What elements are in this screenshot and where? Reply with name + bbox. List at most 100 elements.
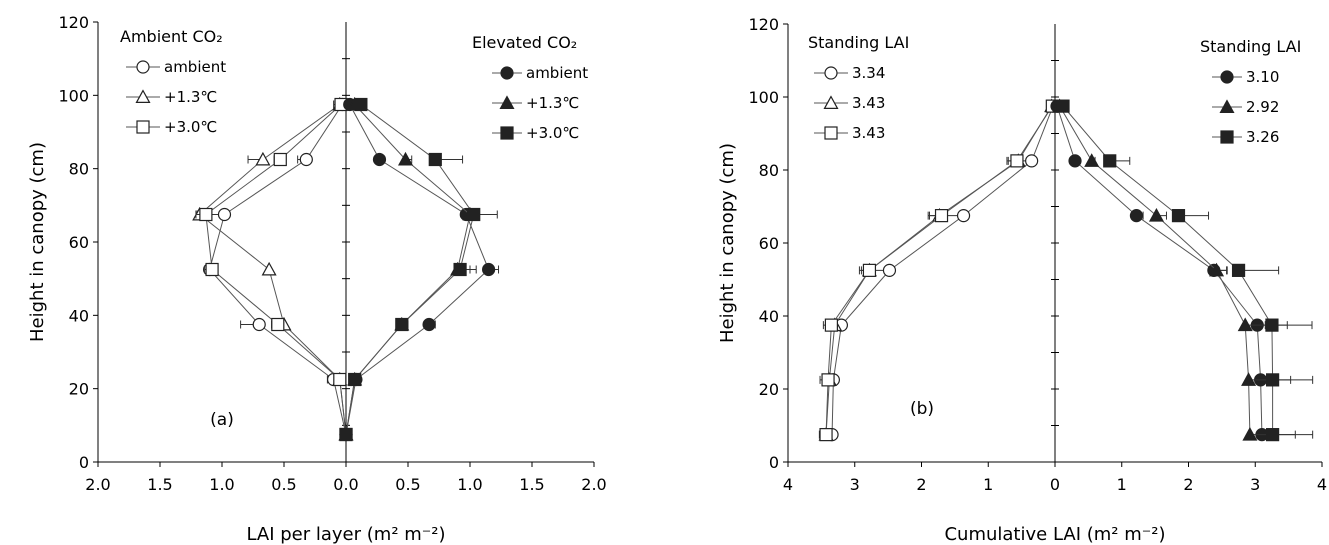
data-point xyxy=(1010,154,1024,168)
x-tick-label: 4 xyxy=(783,475,793,494)
series-Ambient CO₂-circle xyxy=(196,97,353,442)
y-tick-label: 20 xyxy=(759,380,779,399)
y-tick-label: 60 xyxy=(759,234,779,253)
legend-entry: +3.0℃ xyxy=(164,118,217,136)
data-point xyxy=(333,372,347,387)
data-point xyxy=(1265,318,1279,332)
y-axis-label: Height in canopy (cm) xyxy=(717,143,738,343)
series-left-triangle xyxy=(818,98,1060,441)
legend-title: Ambient CO₂ xyxy=(120,27,223,46)
x-tick-label: 0.5 xyxy=(271,475,296,494)
data-point xyxy=(273,152,287,167)
data-point xyxy=(453,262,467,277)
legend-marker xyxy=(136,60,150,74)
data-point xyxy=(255,151,271,166)
data-point xyxy=(882,263,897,277)
y-tick-label: 80 xyxy=(759,161,779,180)
data-point xyxy=(398,151,414,166)
y-tick-label: 100 xyxy=(748,88,779,107)
data-point xyxy=(205,262,219,277)
legend-entry: 3.43 xyxy=(852,94,885,112)
legend-entry: +1.3℃ xyxy=(164,88,217,106)
panel-label: (a) xyxy=(210,410,234,430)
legend-right: Elevated CO₂ ambient +1.3℃ +3.0℃ xyxy=(472,33,588,142)
y-tick-label: 20 xyxy=(69,380,89,399)
data-point xyxy=(299,152,313,167)
data-point xyxy=(372,152,387,167)
data-point xyxy=(934,209,949,223)
data-point xyxy=(1266,428,1280,442)
data-point xyxy=(821,373,835,387)
x-tick-label: 1 xyxy=(1117,475,1127,494)
data-point xyxy=(482,262,496,277)
legend-marker xyxy=(500,66,514,80)
data-point xyxy=(422,317,436,332)
series-Ambient CO₂-square xyxy=(195,97,353,442)
data-point xyxy=(1171,209,1186,223)
legend-title: Standing LAI xyxy=(1200,37,1301,56)
data-point xyxy=(1103,154,1117,168)
data-point xyxy=(819,428,833,442)
data-point xyxy=(467,207,481,222)
series-Elevated CO₂-square xyxy=(339,97,498,442)
x-tick-label: 1.5 xyxy=(147,475,172,494)
data-point xyxy=(261,261,277,276)
legend-marker xyxy=(499,95,515,110)
series-line xyxy=(345,104,471,435)
legend-entry: 3.26 xyxy=(1246,128,1279,146)
legend-entry: 3.43 xyxy=(852,124,885,142)
chart-panel-b: 0 20 40 60 80 100 120 4 3 2 1 0 1 2 3 4 Cumulative LAI (… xyxy=(717,15,1327,545)
y-tick-label: 80 xyxy=(69,160,89,179)
x-tick-label: 3 xyxy=(850,475,860,494)
data-point xyxy=(348,372,362,387)
x-tick-label: 0.5 xyxy=(395,475,420,494)
x-tick-label: 1.0 xyxy=(457,475,482,494)
data-point xyxy=(824,318,838,332)
data-point xyxy=(199,207,213,222)
legend-marker xyxy=(135,89,151,104)
y-tick-label: 0 xyxy=(769,453,779,472)
data-point xyxy=(1084,153,1100,167)
legend-entry: ambient xyxy=(526,64,588,82)
y-tick-label: 100 xyxy=(58,86,89,105)
x-tick-label: 1.5 xyxy=(519,475,544,494)
x-tick-label: 2.0 xyxy=(581,475,606,494)
x-tick-label: 2 xyxy=(916,475,926,494)
data-point xyxy=(1242,426,1258,441)
legend-right: Standing LAI 3.10 2.92 3.26 xyxy=(1200,37,1301,146)
data-point xyxy=(862,263,877,277)
series-line xyxy=(1056,105,1263,435)
data-point xyxy=(217,207,232,222)
data-point xyxy=(1068,154,1082,168)
series-right-square xyxy=(1056,99,1314,442)
x-tick-label: 2.0 xyxy=(85,475,110,494)
data-point xyxy=(956,209,971,223)
legend-entry: +1.3℃ xyxy=(526,94,579,112)
y-tick-label: 60 xyxy=(69,233,89,252)
y-axis-label: Height in canopy (cm) xyxy=(27,142,48,342)
y-tick-label: 0 xyxy=(79,453,89,472)
y-tick-label: 120 xyxy=(58,13,89,32)
legend-left: Ambient CO₂ ambient +1.3℃ +3.0℃ xyxy=(120,27,226,136)
data-point xyxy=(428,152,442,167)
data-point xyxy=(339,427,353,442)
legend-marker xyxy=(1220,130,1234,144)
data-point xyxy=(1231,263,1246,277)
legend-marker xyxy=(824,126,838,140)
data-point xyxy=(395,317,409,332)
data-point xyxy=(1056,99,1070,113)
legend-title: Standing LAI xyxy=(808,33,909,52)
legend-marker xyxy=(500,126,514,140)
data-point xyxy=(1129,209,1144,223)
legend-left: Standing LAI 3.34 3.43 3.43 xyxy=(808,33,909,142)
y-tick-label: 40 xyxy=(759,307,779,326)
data-point xyxy=(1148,207,1164,222)
legend-entry: +3.0℃ xyxy=(526,124,579,142)
x-tick-label: 0.0 xyxy=(333,475,358,494)
x-axis-label: Cumulative LAI (m² m⁻²) xyxy=(944,524,1165,545)
x-tick-label: 3 xyxy=(1250,475,1260,494)
x-tick-label: 2 xyxy=(1183,475,1193,494)
legend-marker xyxy=(1220,70,1234,84)
data-point xyxy=(252,317,266,332)
